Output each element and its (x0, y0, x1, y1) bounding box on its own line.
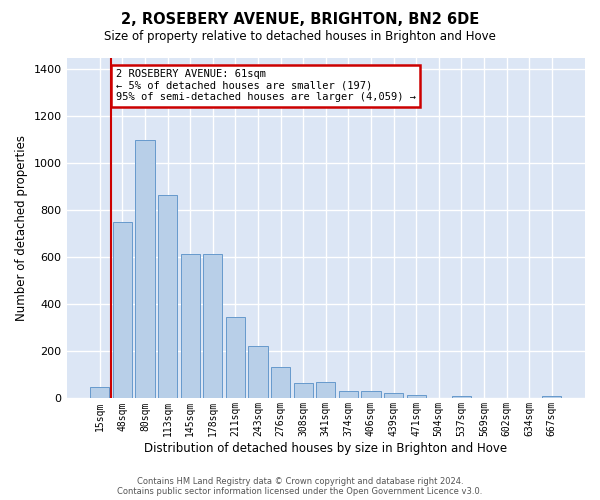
Bar (248, 346, 268, 399)
Bar (452, 396, 471, 398)
Bar (181, 254, 200, 398)
Bar (384, 393, 403, 398)
Bar (226, 318, 245, 398)
Text: Contains HM Land Registry data © Crown copyright and database right 2024.
Contai: Contains HM Land Registry data © Crown c… (118, 476, 482, 496)
Bar (339, 392, 358, 398)
Bar (407, 395, 426, 398)
Bar (542, 396, 562, 398)
Bar (271, 366, 290, 398)
X-axis label: Distribution of detached houses by size in Brighton and Hove: Distribution of detached houses by size … (144, 442, 508, 455)
Bar (113, 222, 132, 398)
Bar (293, 383, 313, 398)
Bar (136, 140, 155, 398)
Y-axis label: Number of detached properties: Number of detached properties (15, 135, 28, 321)
Bar (316, 382, 335, 398)
Text: Size of property relative to detached houses in Brighton and Hove: Size of property relative to detached ho… (104, 30, 496, 43)
Bar (90, 386, 109, 398)
Bar (158, 195, 177, 398)
Text: 2 ROSEBERY AVENUE: 61sqm
← 5% of detached houses are smaller (197)
95% of semi-d: 2 ROSEBERY AVENUE: 61sqm ← 5% of detache… (116, 70, 416, 102)
Text: 2, ROSEBERY AVENUE, BRIGHTON, BN2 6DE: 2, ROSEBERY AVENUE, BRIGHTON, BN2 6DE (121, 12, 479, 28)
Bar (361, 392, 380, 398)
Bar (203, 254, 223, 398)
